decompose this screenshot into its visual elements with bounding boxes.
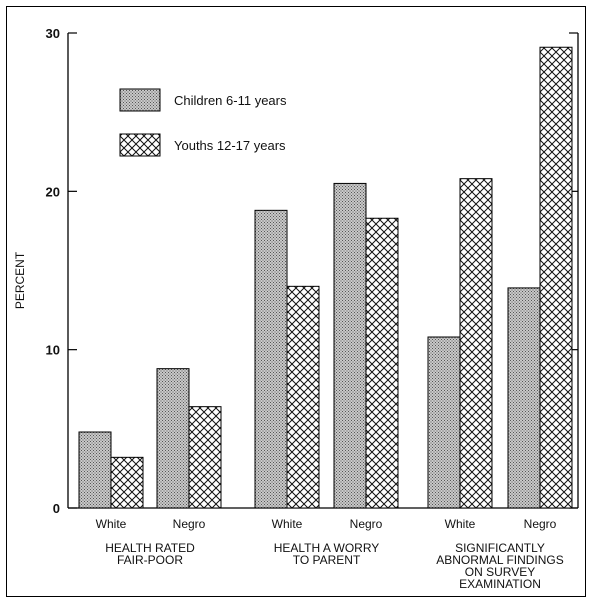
category-label: White — [445, 517, 476, 531]
group-label: FAIR-POOR — [117, 553, 183, 567]
bar-youths — [459, 178, 493, 509]
group-label: ABNORMAL FINDINGS — [436, 553, 564, 567]
group-label: ON SURVEY — [465, 565, 535, 579]
group-label: TO PARENT — [293, 553, 361, 567]
category-label: White — [96, 517, 127, 531]
category-label: Negro — [173, 517, 206, 531]
category-label: Negro — [350, 517, 383, 531]
legend-swatch-children — [119, 88, 161, 112]
bar-youths — [365, 217, 399, 509]
group-label: SIGNIFICANTLY — [455, 541, 545, 555]
bar-children — [427, 336, 461, 509]
legend-label: Youths 12-17 years — [174, 138, 286, 153]
bar-children — [254, 209, 288, 509]
chart-frame — [6, 6, 586, 597]
legend-label: Children 6-11 years — [174, 93, 287, 108]
group-label: HEALTH A WORRY — [274, 541, 380, 555]
bar-youths — [286, 285, 320, 509]
axes: 0 10 20 30 PERCENT — [13, 26, 579, 516]
y-tick-label: 30 — [46, 26, 60, 41]
bar-youths — [110, 456, 144, 509]
y-tick-label: 20 — [46, 184, 60, 199]
y-tick-label: 10 — [46, 343, 60, 358]
bar-youths — [539, 46, 573, 509]
group-label: EXAMINATION — [459, 577, 541, 591]
bars — [78, 46, 573, 509]
category-label: White — [272, 517, 303, 531]
legend: Children 6-11 years Youths 12-17 years — [119, 88, 287, 157]
bar-children — [507, 287, 541, 509]
group-label: HEALTH RATED — [105, 541, 195, 555]
bar-children — [333, 182, 367, 509]
bar-children — [156, 368, 190, 509]
category-label: Negro — [524, 517, 557, 531]
legend-swatch-youths — [119, 133, 161, 157]
bar-children — [78, 431, 112, 509]
bar-youths — [188, 406, 222, 509]
y-tick-label: 0 — [53, 501, 60, 516]
y-axis-label: PERCENT — [13, 251, 27, 309]
